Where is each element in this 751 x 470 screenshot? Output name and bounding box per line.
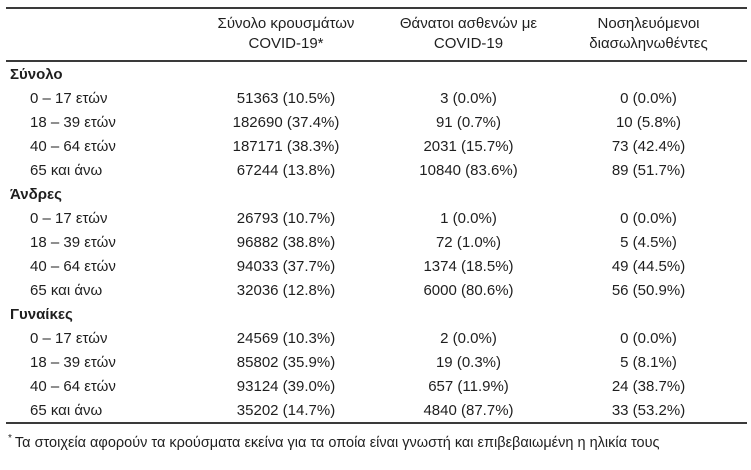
cell-deaths: 4840 (87.7%)	[423, 401, 514, 419]
cell-cases: 51363 (10.5%)	[236, 89, 336, 107]
table-row: 18 – 39 ετών 182690 (37.4%) 91 (0.7%) 10…	[6, 110, 747, 134]
table-header-row: Σύνολο κρουσμάτων COVID-19* Θάνατοι ασθε…	[6, 9, 747, 60]
cell-intubated: 5 (8.1%)	[620, 353, 677, 371]
table-row: 40 – 64 ετών 187171 (38.3%) 2031 (15.7%)…	[6, 134, 747, 158]
row-age-label: 40 – 64 ετών	[30, 137, 116, 155]
cell-deaths: 2031 (15.7%)	[423, 137, 514, 155]
row-age-label: 18 – 39 ετών	[30, 113, 116, 131]
row-age-label: 18 – 39 ετών	[30, 353, 116, 371]
cell-deaths: 10840 (83.6%)	[419, 161, 518, 179]
cell-cases: 32036 (12.8%)	[236, 281, 336, 299]
header-cell-cases: Σύνολο κρουσμάτων COVID-19*	[191, 14, 381, 54]
cell-intubated: 49 (44.5%)	[611, 257, 686, 275]
row-age-label: 0 – 17 ετών	[30, 89, 108, 107]
row-age-label: 0 – 17 ετών	[30, 209, 108, 227]
cell-cases: 182690 (37.4%)	[232, 113, 340, 131]
cell-intubated: 0 (0.0%)	[620, 209, 677, 227]
header-cases-line2: COVID-19*	[248, 35, 324, 52]
header-intubated-line2: διασωληνωθέντες	[589, 35, 708, 52]
row-age-label: 18 – 39 ετών	[30, 233, 116, 251]
cell-cases: 85802 (35.9%)	[236, 353, 336, 371]
cell-deaths: 657 (11.9%)	[428, 377, 509, 395]
table-bottom-rule	[6, 422, 747, 424]
table-row: 0 – 17 ετών 26793 (10.7%) 1 (0.0%) 0 (0.…	[6, 206, 747, 230]
cell-cases: 67244 (13.8%)	[236, 161, 336, 179]
table-row: 65 και άνω 35202 (14.7%) 4840 (87.7%) 33…	[6, 398, 747, 422]
cell-intubated: 0 (0.0%)	[620, 89, 677, 107]
group-label: Άνδρες	[10, 185, 62, 203]
cell-deaths: 2 (0.0%)	[440, 329, 497, 347]
table-top-rule	[6, 7, 747, 9]
cell-intubated: 0 (0.0%)	[620, 329, 677, 347]
cell-cases: 93124 (39.0%)	[236, 377, 336, 395]
cell-intubated: 10 (5.8%)	[615, 113, 682, 131]
table-footnote: * Τα στοιχεία αφορούν τα κρούσματα εκείνα…	[8, 429, 747, 453]
header-cell-deaths: Θάνατοι ασθενών με COVID-19	[381, 14, 556, 54]
cell-intubated: 24 (38.7%)	[611, 377, 686, 395]
cell-deaths: 1 (0.0%)	[440, 209, 497, 227]
group-label: Γυναίκες	[10, 305, 73, 323]
header-deaths-line2: COVID-19	[433, 35, 504, 52]
row-age-label: 65 και άνω	[30, 281, 103, 299]
table-row: 18 – 39 ετών 96882 (38.8%) 72 (1.0%) 5 (…	[6, 230, 747, 254]
row-age-label: 40 – 64 ετών	[30, 377, 116, 395]
header-cases-line1: Σύνολο κρουσμάτων	[217, 15, 355, 32]
cell-deaths: 3 (0.0%)	[440, 89, 497, 107]
table-body: Σύνολο 0 – 17 ετών 51363 (10.5%) 3 (0.0%…	[6, 62, 747, 422]
table-row: 40 – 64 ετών 93124 (39.0%) 657 (11.9%) 2…	[6, 374, 747, 398]
row-age-label: 65 και άνω	[30, 401, 103, 419]
footnote-asterisk: *	[8, 433, 12, 444]
cell-cases: 96882 (38.8%)	[236, 233, 336, 251]
header-deaths-line1: Θάνατοι ασθενών με	[399, 15, 538, 32]
group-label: Σύνολο	[10, 65, 63, 83]
header-intubated-line1: Νοσηλευόμενοι	[597, 15, 700, 32]
table-header-rule	[6, 60, 747, 62]
group-header-row-total: Σύνολο	[6, 62, 747, 86]
header-cell-intubated: Νοσηλευόμενοι διασωληνωθέντες	[556, 14, 741, 54]
cell-intubated: 33 (53.2%)	[611, 401, 686, 419]
cell-cases: 35202 (14.7%)	[236, 401, 336, 419]
table-row: 65 και άνω 67244 (13.8%) 10840 (83.6%) 8…	[6, 158, 747, 182]
cell-intubated: 5 (4.5%)	[620, 233, 677, 251]
cell-intubated: 89 (51.7%)	[611, 161, 686, 179]
group-header-row-women: Γυναίκες	[6, 302, 747, 326]
footnote-text: Τα στοιχεία αφορούν τα κρούσματα εκείνα …	[14, 434, 660, 451]
cell-deaths: 1374 (18.5%)	[423, 257, 514, 275]
table-row: 0 – 17 ετών 24569 (10.3%) 2 (0.0%) 0 (0.…	[6, 326, 747, 350]
cell-intubated: 56 (50.9%)	[611, 281, 686, 299]
cell-cases: 94033 (37.7%)	[236, 257, 336, 275]
table-row: 40 – 64 ετών 94033 (37.7%) 1374 (18.5%) …	[6, 254, 747, 278]
table-row: 18 – 39 ετών 85802 (35.9%) 19 (0.3%) 5 (…	[6, 350, 747, 374]
covid-stats-table: Σύνολο κρουσμάτων COVID-19* Θάνατοι ασθε…	[6, 7, 747, 453]
cell-deaths: 19 (0.3%)	[435, 353, 502, 371]
cell-deaths: 72 (1.0%)	[435, 233, 502, 251]
table-row: 65 και άνω 32036 (12.8%) 6000 (80.6%) 56…	[6, 278, 747, 302]
cell-cases: 24569 (10.3%)	[236, 329, 336, 347]
row-age-label: 65 και άνω	[30, 161, 103, 179]
cell-cases: 187171 (38.3%)	[232, 137, 340, 155]
cell-deaths: 6000 (80.6%)	[423, 281, 514, 299]
cell-intubated: 73 (42.4%)	[611, 137, 686, 155]
table-row: 0 – 17 ετών 51363 (10.5%) 3 (0.0%) 0 (0.…	[6, 86, 747, 110]
cell-cases: 26793 (10.7%)	[236, 209, 336, 227]
row-age-label: 0 – 17 ετών	[30, 329, 108, 347]
row-age-label: 40 – 64 ετών	[30, 257, 116, 275]
group-header-row-men: Άνδρες	[6, 182, 747, 206]
cell-deaths: 91 (0.7%)	[435, 113, 502, 131]
